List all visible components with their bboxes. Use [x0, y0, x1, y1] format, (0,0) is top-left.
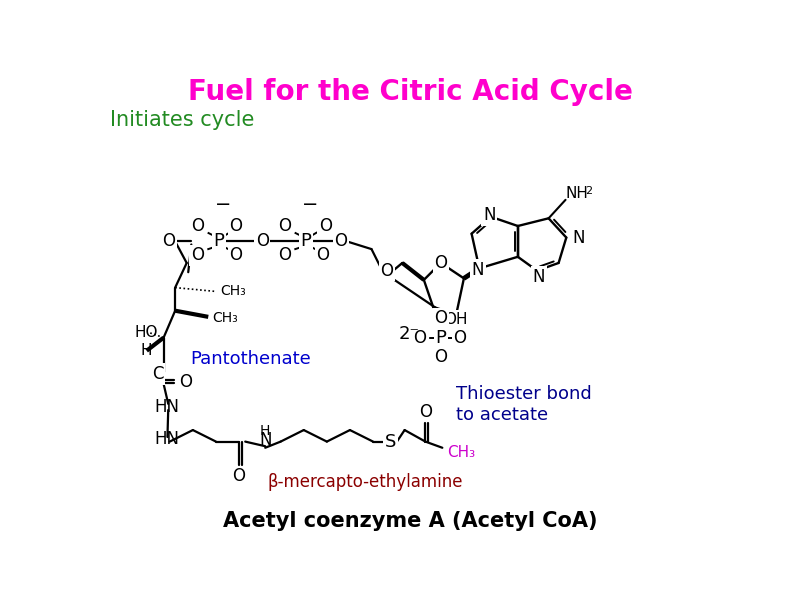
Text: P: P: [435, 329, 446, 347]
Text: O: O: [191, 246, 204, 264]
Text: N: N: [573, 229, 585, 247]
Text: Thioester bond
to acetate: Thioester bond to acetate: [456, 385, 592, 424]
Text: Pantothenate: Pantothenate: [190, 350, 311, 368]
Text: O: O: [230, 246, 242, 264]
Text: H: H: [260, 424, 270, 438]
Text: N: N: [471, 261, 484, 279]
Text: C: C: [152, 365, 163, 383]
Text: 2⁻: 2⁻: [398, 325, 419, 343]
Text: O: O: [434, 254, 447, 272]
Text: OH: OH: [444, 311, 467, 326]
Text: H: H: [141, 343, 152, 358]
Text: O: O: [278, 217, 291, 235]
Text: S: S: [385, 433, 397, 451]
Text: O: O: [162, 232, 175, 250]
Text: O: O: [178, 373, 192, 391]
Text: O: O: [318, 217, 332, 235]
Text: CH₃: CH₃: [220, 284, 246, 298]
Text: O: O: [454, 329, 466, 347]
Text: −: −: [214, 195, 231, 214]
Text: CH₃: CH₃: [447, 445, 475, 460]
Text: O: O: [191, 217, 204, 235]
Text: N: N: [483, 206, 495, 224]
Text: O: O: [278, 246, 291, 264]
Text: 2: 2: [586, 185, 593, 196]
Text: NH: NH: [566, 186, 589, 201]
Text: HN: HN: [154, 398, 179, 416]
Text: O: O: [413, 329, 426, 347]
Text: Acetyl coenzyme A (Acetyl CoA): Acetyl coenzyme A (Acetyl CoA): [222, 511, 598, 531]
Text: Fuel for the Citric Acid Cycle: Fuel for the Citric Acid Cycle: [187, 78, 633, 106]
Text: O: O: [419, 403, 432, 421]
Text: Initiates cycle: Initiates cycle: [110, 110, 254, 130]
Text: O: O: [230, 217, 242, 235]
Text: O: O: [256, 232, 269, 250]
Text: O: O: [434, 348, 447, 366]
Text: HO: HO: [134, 325, 158, 340]
Text: −: −: [302, 195, 318, 214]
Text: O: O: [334, 232, 347, 250]
Text: CH₃: CH₃: [212, 311, 238, 325]
Text: N: N: [532, 268, 545, 286]
Text: O: O: [381, 262, 394, 280]
Text: P: P: [301, 232, 311, 250]
Text: HN: HN: [154, 430, 179, 448]
Text: β-mercapto-ethylamine: β-mercapto-ethylamine: [267, 473, 463, 491]
Text: P: P: [214, 232, 225, 250]
Text: O: O: [434, 310, 447, 328]
Text: O: O: [317, 246, 330, 264]
Text: N: N: [259, 431, 271, 449]
Text: O: O: [233, 467, 246, 485]
